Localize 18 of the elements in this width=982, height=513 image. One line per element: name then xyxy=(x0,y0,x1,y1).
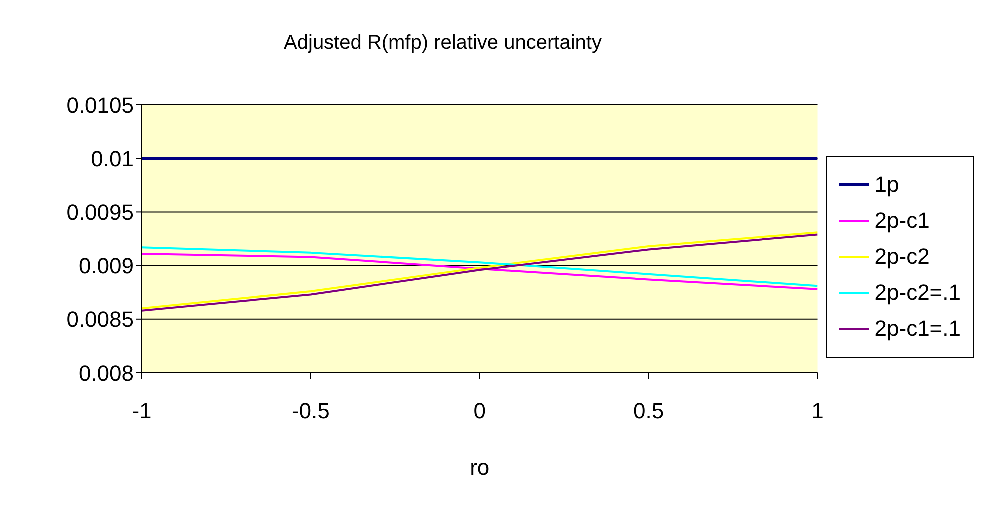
x-tick-label: -1 xyxy=(132,398,152,424)
y-tick-label: 0.0105 xyxy=(66,92,134,118)
legend-label: 2p-c2 xyxy=(874,244,930,270)
legend-label: 2p-c1 xyxy=(874,208,930,234)
x-tick-label: -0.5 xyxy=(292,398,330,424)
x-tick-label: 0.5 xyxy=(634,398,664,424)
x-tick-label: 1 xyxy=(812,398,824,424)
legend-label: 2p-c2=.1 xyxy=(874,280,961,306)
x-tick-label: 0 xyxy=(474,398,486,424)
chart-title: Adjusted R(mfp) relative uncertainty xyxy=(283,32,603,55)
legend-label: 1p xyxy=(874,172,900,198)
y-tick-label: 0.0085 xyxy=(66,307,134,332)
legend-label: 2p-c1=.1 xyxy=(874,316,961,342)
y-tick-label: 0.008 xyxy=(78,360,134,386)
y-tick-label: 0.009 xyxy=(78,254,134,279)
y-tick-label: 0.01 xyxy=(91,146,134,172)
y-tick-label: 0.0095 xyxy=(66,200,134,226)
x-axis-title: ro xyxy=(470,455,490,480)
